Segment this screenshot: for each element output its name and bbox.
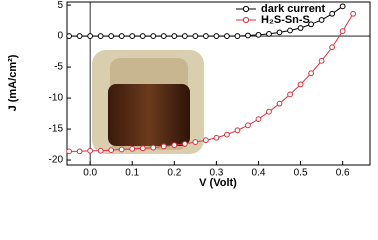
x-tick-label: 0.1 <box>125 168 139 179</box>
data-point <box>255 116 262 123</box>
data-point <box>329 44 336 51</box>
data-point <box>339 28 346 35</box>
data-point <box>308 70 314 77</box>
data-point <box>118 33 125 39</box>
data-point <box>308 21 314 28</box>
inset-photo <box>92 50 204 154</box>
data-point <box>213 134 220 141</box>
data-point <box>87 33 94 39</box>
data-point <box>202 33 209 39</box>
data-point <box>66 33 73 39</box>
data-point <box>224 131 230 138</box>
data-point <box>171 142 178 149</box>
data-point <box>171 33 178 39</box>
data-point <box>297 81 304 88</box>
data-point <box>202 137 209 144</box>
y-tick-label: -20 <box>49 155 64 166</box>
data-point <box>192 139 199 145</box>
data-point <box>118 146 125 153</box>
data-point <box>329 10 336 17</box>
data-point <box>108 147 115 154</box>
data-point <box>255 31 262 38</box>
x-tick-label: 0.4 <box>252 168 266 179</box>
y-tick-label: 0 <box>57 31 63 42</box>
data-point <box>297 25 304 31</box>
y-axis-title: J (mA/cm²) <box>7 54 19 111</box>
data-point <box>129 145 136 152</box>
data-point <box>66 148 73 155</box>
data-point <box>318 17 325 23</box>
legend-label: H₂S-Sn-S <box>261 14 310 26</box>
data-point <box>287 27 293 34</box>
y-tick-label: -10 <box>49 93 64 104</box>
data-point <box>234 127 241 134</box>
x-tick-label: 0.6 <box>336 168 350 179</box>
y-tick-label: -5 <box>54 62 63 73</box>
legend-marker <box>242 5 250 13</box>
data-point <box>276 29 283 36</box>
data-point <box>160 33 167 39</box>
data-point <box>287 91 293 98</box>
data-point <box>266 31 272 37</box>
data-point <box>224 33 230 39</box>
data-point <box>318 57 325 64</box>
y-tick-label: 5 <box>57 0 63 11</box>
legend-marker <box>242 16 250 24</box>
data-point <box>160 143 167 150</box>
x-tick-label: 0.0 <box>83 168 97 179</box>
x-axis-title: V (Volt) <box>199 177 237 189</box>
series-line <box>69 13 354 152</box>
data-point <box>76 33 83 39</box>
legend-label: dark current <box>261 3 326 15</box>
vial-liquid <box>108 84 190 146</box>
data-point <box>97 147 104 154</box>
data-point <box>108 33 115 39</box>
data-point <box>129 33 136 39</box>
data-point <box>139 33 146 39</box>
data-point <box>87 147 94 154</box>
data-point <box>213 33 220 39</box>
data-point <box>181 33 188 39</box>
data-point <box>192 33 199 39</box>
data-point <box>245 32 251 39</box>
y-tick-label: -15 <box>49 124 64 135</box>
data-point <box>76 148 83 155</box>
x-tick-label: 0.3 <box>209 168 223 179</box>
data-point <box>350 10 357 17</box>
plot-frame <box>66 1 371 166</box>
data-point <box>181 141 188 147</box>
chart: J (mA/cm²) V (Volt) 0.0 0.1 0.2 0.3 0.4 0.5 0.… <box>7 0 371 189</box>
data-point <box>245 122 251 129</box>
data-point <box>97 33 104 39</box>
x-tick-label: 0.5 <box>294 168 308 179</box>
data-point <box>150 144 157 151</box>
data-point <box>276 100 283 107</box>
data-point <box>139 145 146 152</box>
data-point <box>266 108 272 115</box>
data-point <box>234 33 241 39</box>
data-point <box>339 3 346 10</box>
x-tick-label: 0.2 <box>167 168 181 179</box>
data-point <box>150 33 157 39</box>
